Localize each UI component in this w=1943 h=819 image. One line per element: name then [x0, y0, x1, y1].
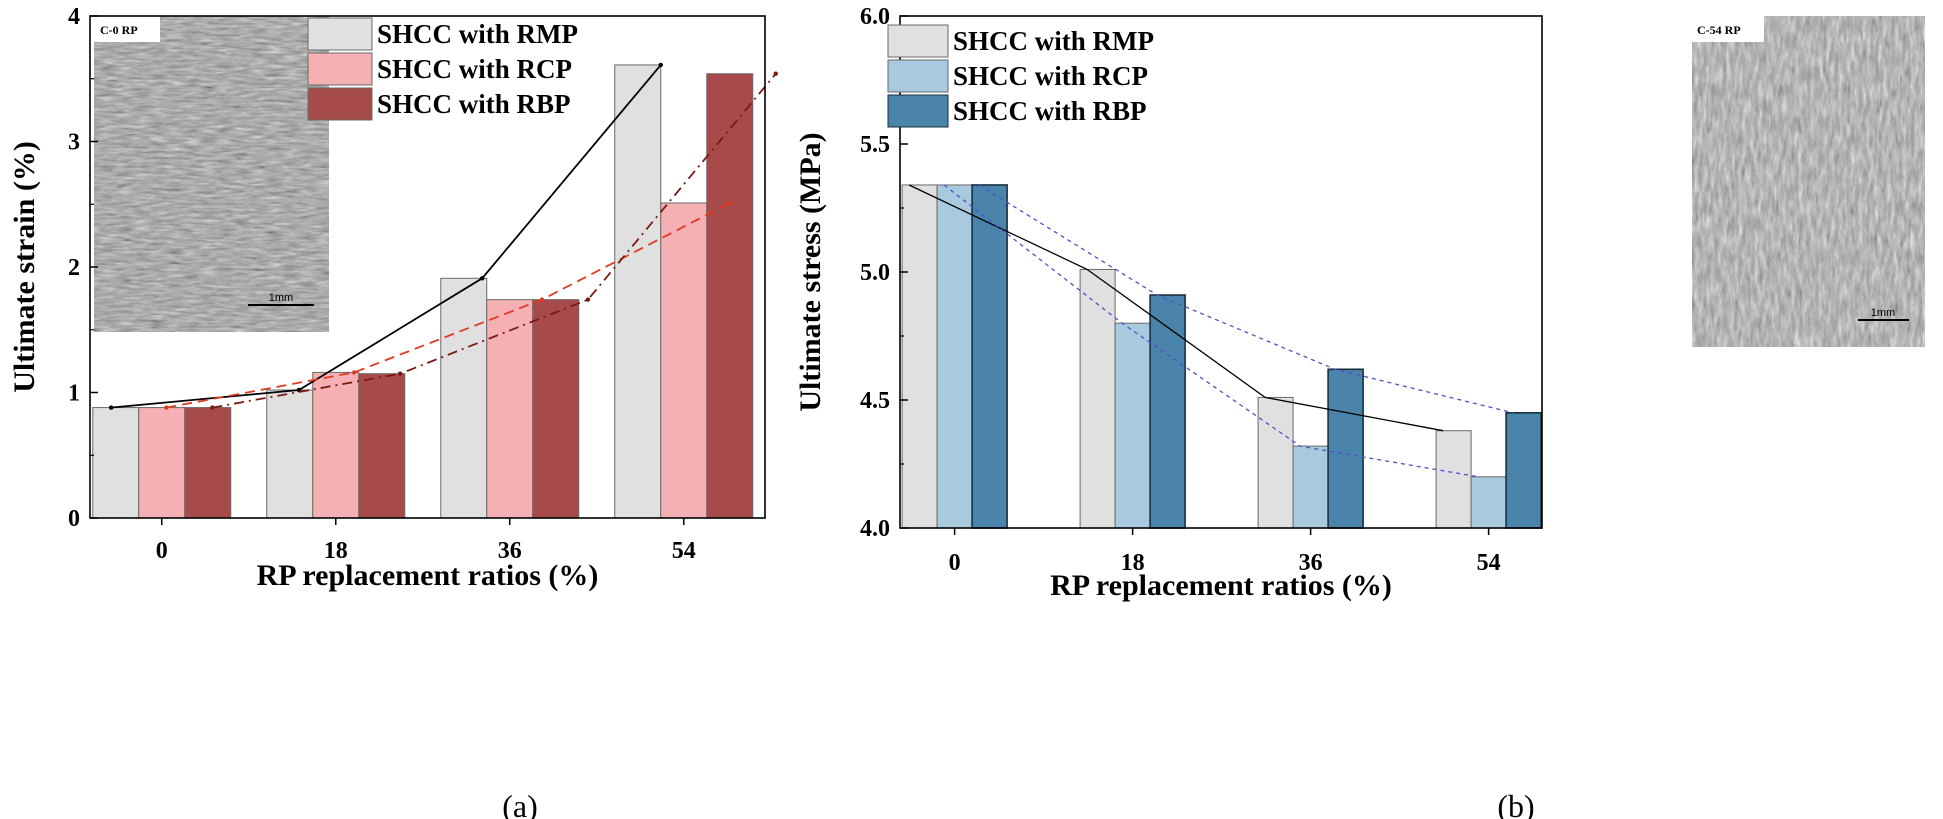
- inset-a-label: C-0 RP: [100, 23, 138, 37]
- bar-b-s1-c0: [936, 184, 973, 529]
- trend-point-a-s1-1: [351, 370, 357, 375]
- bar-a-s1-c2: [486, 299, 534, 519]
- panel-label-b: (b): [1497, 788, 1534, 819]
- bar-a-s0-c3: [614, 64, 662, 519]
- trend-line-b-s0: [908, 184, 1444, 432]
- trend-point-a-s1-3: [727, 200, 732, 206]
- trend-point-a-s2-3: [773, 71, 778, 76]
- x-axis-title-b: RP replacement ratios (%): [1050, 569, 1392, 602]
- y-axis-title-b: Ultimate stress (MPa): [794, 132, 827, 411]
- chart-b-svg: C-54 RP 1mm 0 18 36 54 4.0 4.5 5.0 5.5 6.0 RP rep…: [794, 4, 1925, 819]
- trend-point-a-s1-0: [164, 405, 169, 410]
- trend-point-a-s0-0: [108, 405, 114, 410]
- bar-b-s0-c2: [1257, 396, 1294, 529]
- bar-b-s0-c1: [1079, 268, 1116, 529]
- inset-image-a: C-0 RP 1mm: [94, 16, 329, 332]
- legend-swatch-a-s1: [307, 52, 373, 86]
- bar-a-s1-c1: [312, 371, 360, 519]
- trend-point-a-s1-2: [539, 297, 545, 302]
- panel-label-a: (a): [502, 788, 538, 819]
- legend-label-a-s0: SHCC with RMP: [377, 19, 578, 49]
- trend-point-a-s2-1: [397, 371, 403, 376]
- y-tick-label-a-2: 2: [68, 255, 80, 281]
- x-tick-label-b-0: 0: [949, 550, 961, 576]
- chart-panel-a: C-0 RP 1mm 0 18 36 54 0 1 2 3 4 RP replacement ra…: [0, 0, 960, 819]
- legend-swatch-b-s0: [887, 24, 949, 58]
- bar-a-s1-c0: [138, 407, 186, 519]
- y-tick-label-b-4: 6.0: [860, 4, 890, 30]
- bar-b-s2-c3: [1505, 411, 1542, 529]
- bar-b-s1-c2: [1292, 445, 1329, 529]
- bar-b-s1-c1: [1114, 322, 1151, 529]
- trend-point-a-s0-3: [658, 62, 663, 68]
- bar-a-s0-c0: [92, 407, 140, 519]
- y-tick-label-b-1: 4.5: [860, 388, 890, 414]
- legend-label-b-s2: SHCC with RBP: [953, 96, 1147, 126]
- legend-swatch-a-s0: [307, 17, 373, 51]
- x-tick-label-b-3: 54: [1477, 550, 1501, 576]
- bar-b-s0-c0: [901, 184, 938, 529]
- y-tick-label-b-2: 5.0: [860, 260, 890, 286]
- bar-b-s2-c0: [971, 184, 1008, 529]
- bar-b-s2-c1: [1149, 294, 1186, 529]
- y-tick-label-a-3: 3: [68, 130, 80, 156]
- x-tick-label-a-1: 18: [324, 538, 348, 564]
- y-tick-label-a-1: 1: [68, 381, 80, 407]
- chart-panel-b: C-54 RP 1mm 0 18 36 54 4.0 4.5 5.0 5.5 6.0 RP rep…: [794, 0, 1943, 819]
- legend-label-a-s1: SHCC with RCP: [377, 54, 572, 84]
- trend-point-a-s2-2: [585, 297, 591, 302]
- x-tick-label-a-3: 54: [672, 538, 696, 564]
- inset-a-scale-label: 1mm: [269, 292, 293, 304]
- x-tick-label-a-2: 36: [498, 538, 522, 564]
- bar-b-s2-c2: [1327, 368, 1364, 529]
- legend-swatch-a-s2: [307, 87, 373, 121]
- y-tick-label-b-3: 5.5: [860, 132, 890, 158]
- inset-b-texture: [1692, 16, 1925, 347]
- inset-b-scale-label: 1mm: [1871, 307, 1895, 319]
- y-tick-label-a-4: 4: [68, 4, 80, 30]
- bar-a-s1-c3: [660, 202, 708, 519]
- inset-a-texture: [94, 16, 329, 332]
- plot-area-b: 0 18 36 54 4.0 4.5 5.0 5.5 6.0 RP replacement rat…: [794, 4, 1543, 602]
- y-tick-label-b-0: 4.0: [860, 516, 890, 542]
- bar-a-s2-c2: [532, 299, 580, 519]
- inset-image-b: C-54 RP 1mm: [1692, 16, 1925, 347]
- legend-label-b-s0: SHCC with RMP: [953, 26, 1154, 56]
- trend-line-a-s0: [111, 64, 662, 409]
- inset-b-label-box: [1692, 16, 1764, 42]
- bar-a-s0-c2: [440, 277, 488, 519]
- trend-point-a-s2-0: [210, 405, 215, 410]
- bar-b-s0-c3: [1435, 430, 1472, 529]
- bar-b-s1-c3: [1470, 476, 1507, 529]
- chart-a-svg: C-0 RP 1mm 0 18 36 54 0 1 2 3 4 RP replacement ra…: [8, 4, 778, 819]
- inset-a-label-box: [94, 16, 160, 42]
- trend-line-a-s2: [212, 73, 777, 409]
- plot-area-a: 0 18 36 54 0 1 2 3 4 RP replacement ratios (%) Ult…: [8, 4, 778, 592]
- trend-line-b-s1: [943, 184, 1479, 478]
- legend-swatch-b-s1: [887, 59, 949, 93]
- bar-a-s2-c1: [358, 373, 406, 519]
- legend-label-b-s1: SHCC with RCP: [953, 61, 1148, 91]
- bar-a-s0-c1: [266, 389, 314, 519]
- inset-b-label: C-54 RP: [1697, 23, 1741, 37]
- x-tick-label-a-0: 0: [156, 538, 168, 564]
- trend-line-a-s1: [166, 202, 731, 409]
- bar-a-s2-c0: [184, 407, 232, 519]
- y-axis-title-a: Ultimate strain (%): [8, 141, 41, 393]
- x-axis-title-a: RP replacement ratios (%): [257, 559, 599, 592]
- x-tick-label-b-1: 18: [1121, 550, 1145, 576]
- x-tick-label-b-2: 36: [1299, 550, 1323, 576]
- legend-swatch-b-s2: [887, 94, 949, 128]
- bar-a-s2-c3: [706, 73, 754, 519]
- legend-label-a-s2: SHCC with RBP: [377, 89, 571, 119]
- trend-line-b-s2: [978, 184, 1514, 414]
- trend-point-a-s0-2: [479, 276, 485, 281]
- y-tick-label-a-0: 0: [68, 506, 80, 532]
